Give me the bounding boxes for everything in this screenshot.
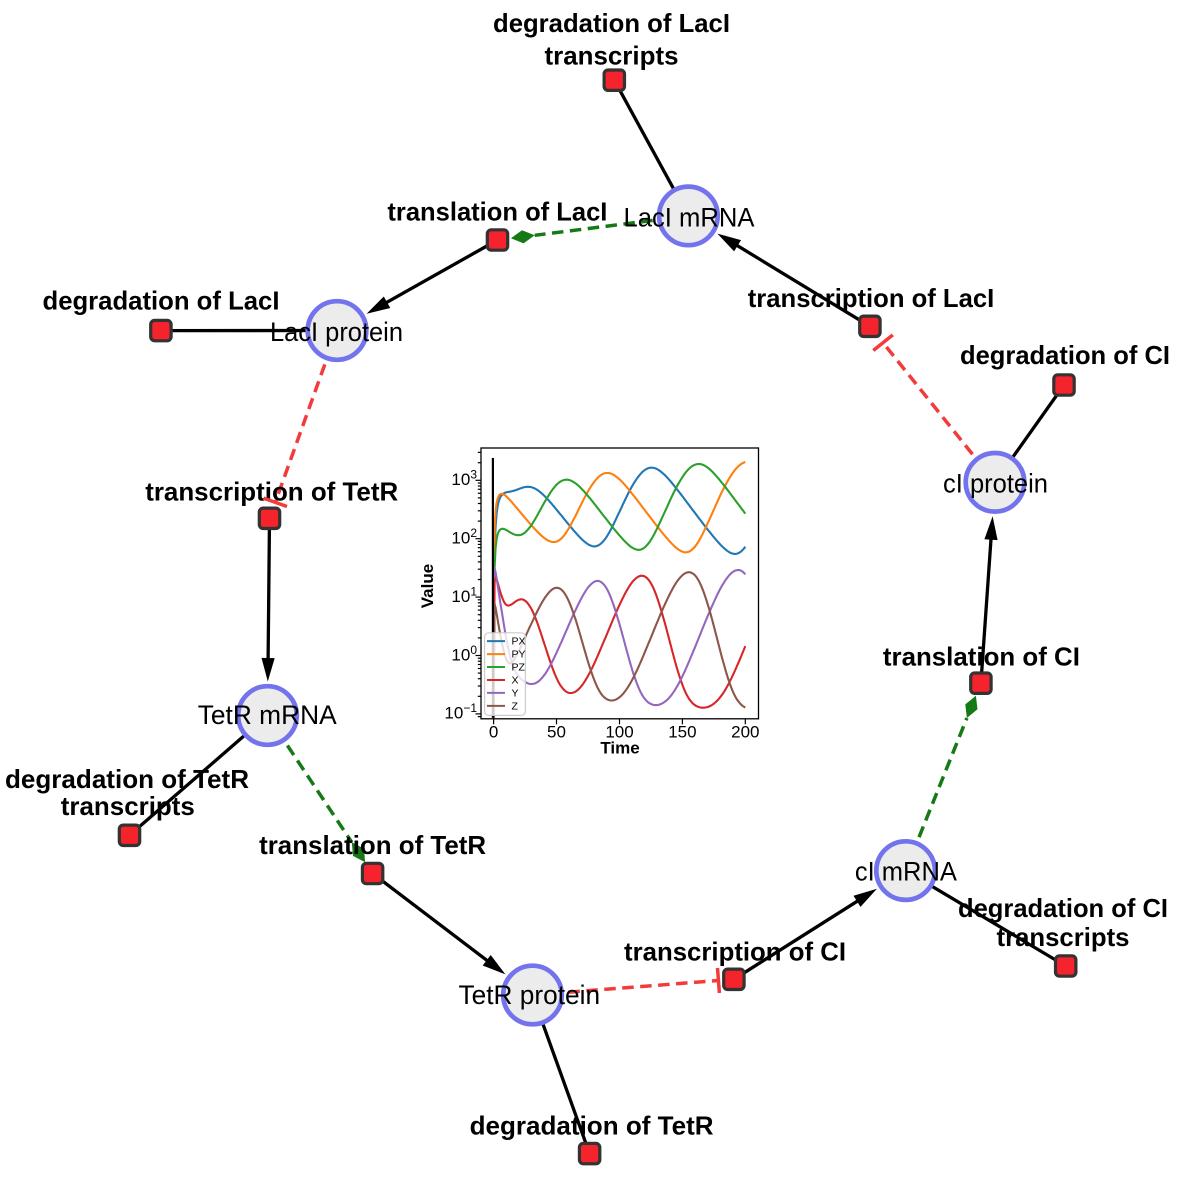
svg-text:Y: Y	[512, 688, 519, 700]
svg-text:X: X	[512, 675, 519, 687]
svg-text:Value: Value	[418, 564, 437, 608]
svg-text:degradation of CI: degradation of CI	[958, 893, 1168, 923]
svg-text:LacI protein: LacI protein	[270, 317, 403, 347]
svg-text:cI mRNA: cI mRNA	[855, 857, 957, 887]
svg-text:150: 150	[668, 723, 696, 742]
svg-text:PZ: PZ	[512, 662, 526, 674]
svg-text:50: 50	[547, 723, 566, 742]
svg-text:degradation of LacI: degradation of LacI	[43, 286, 280, 316]
svg-text:cI protein: cI protein	[943, 468, 1048, 498]
svg-text:TetR protein: TetR protein	[459, 980, 601, 1010]
svg-text:translation of CI: translation of CI	[883, 642, 1080, 672]
svg-text:PY: PY	[512, 649, 526, 661]
svg-text:degradation of TetR: degradation of TetR	[5, 764, 249, 794]
svg-text:translation of TetR: translation of TetR	[259, 830, 486, 860]
svg-text:PX: PX	[512, 636, 526, 648]
svg-text:degradation of LacI: degradation of LacI	[493, 8, 730, 38]
svg-text:LacI mRNA: LacI mRNA	[624, 202, 755, 232]
svg-text:transcription of CI: transcription of CI	[624, 937, 846, 967]
svg-text:TetR mRNA: TetR mRNA	[198, 700, 337, 730]
svg-text:Z: Z	[512, 701, 519, 713]
svg-text:translation of LacI: translation of LacI	[387, 197, 607, 227]
svg-text:transcription of LacI: transcription of LacI	[748, 283, 995, 313]
svg-text:0: 0	[489, 723, 498, 742]
svg-text:transcripts: transcripts	[997, 922, 1130, 952]
svg-text:Time: Time	[600, 739, 639, 758]
svg-text:200: 200	[731, 723, 759, 742]
svg-text:transcripts: transcripts	[545, 41, 679, 71]
svg-text:transcripts: transcripts	[61, 791, 195, 821]
svg-text:100: 100	[605, 723, 633, 742]
svg-text:degradation of CI: degradation of CI	[960, 340, 1170, 370]
svg-text:degradation of TetR: degradation of TetR	[470, 1111, 714, 1141]
